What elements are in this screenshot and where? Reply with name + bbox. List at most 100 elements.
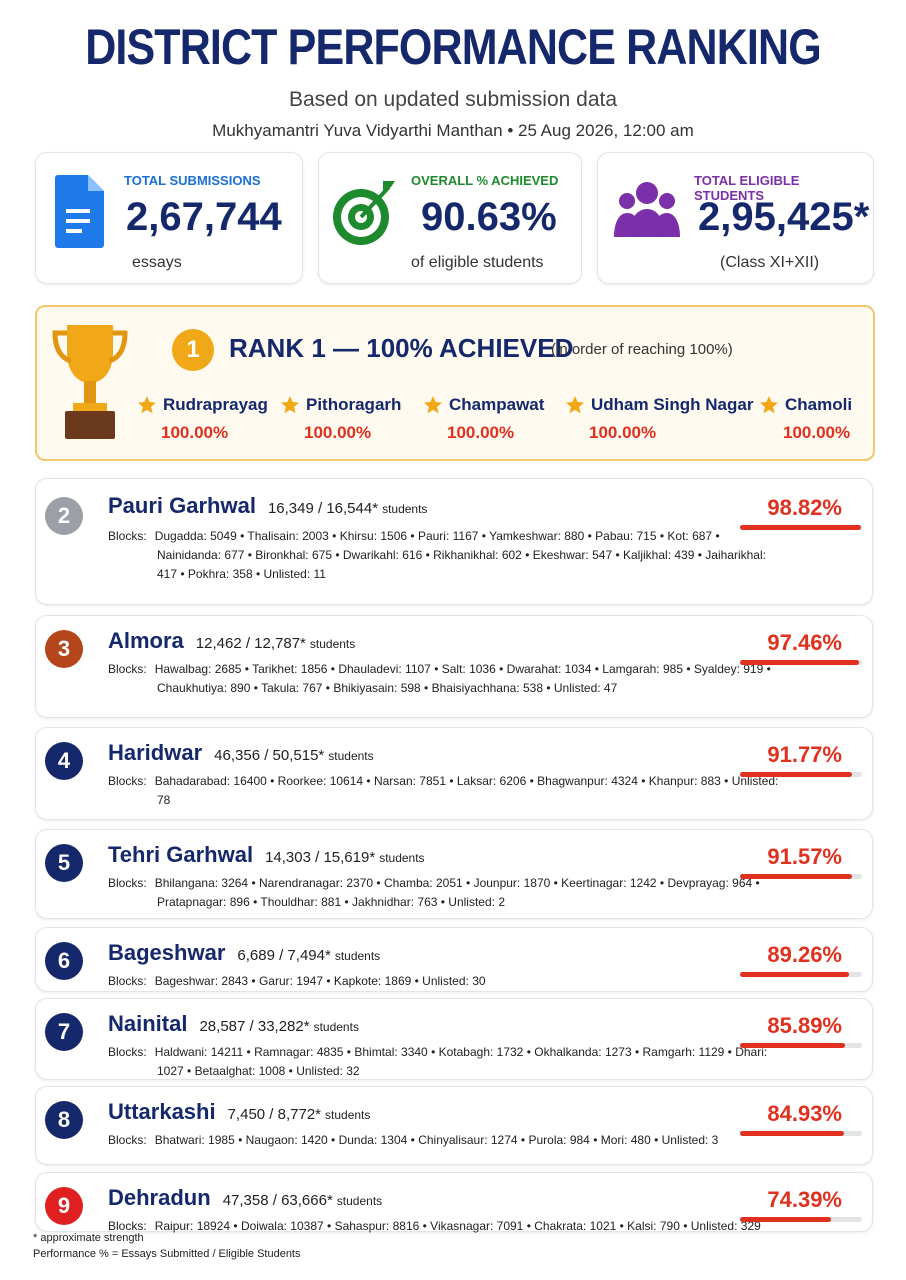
district-pct: 100.00% <box>304 423 372 442</box>
blocks-label: Blocks: <box>108 876 147 890</box>
block: Dunda: 1304 <box>328 1133 408 1147</box>
district-card: 2 Pauri Garhwal 16,349 / 16,544* students Bl… <box>35 478 873 605</box>
block: Okhalkanda: 1273 <box>523 1045 631 1059</box>
district-pct: 100.00% <box>161 423 229 442</box>
progress-bar <box>740 660 859 665</box>
block: Roorkee: 10614 <box>267 774 363 788</box>
block: Khirsu: 1506 <box>329 529 407 543</box>
district-name: Pithoragarh <box>306 395 402 414</box>
blocks: Blocks: Bhilangana: 3264Narendranagar: 23… <box>108 874 787 912</box>
block: Unlisted: 3 <box>651 1133 719 1147</box>
district-head: Uttarkashi 7,450 / 8,772* students <box>108 1099 370 1125</box>
district-pct: 91.57% <box>767 844 842 869</box>
district-count: 46,356 / 50,515* <box>214 747 325 764</box>
district-head: Nainital 28,587 / 33,282* students <box>108 1011 359 1037</box>
district-count: 12,462 / 12,787* <box>195 635 306 652</box>
district-card: 7 Nainital 28,587 / 33,282* students Blocks:… <box>35 998 873 1080</box>
district-name: Bageshwar <box>108 940 226 965</box>
block: Sahaspur: 8816 <box>324 1219 420 1233</box>
block: Ramgarh: 1129 <box>632 1045 725 1059</box>
block: Dhauladevi: 1107 <box>327 662 430 676</box>
block: Haldwani: 14211 <box>154 1045 244 1059</box>
block: Pokhra: 358 <box>177 567 253 581</box>
stat-value: 2,67,744 <box>126 195 282 239</box>
blocks-label: Blocks: <box>108 1219 147 1233</box>
district-pct: 74.39% <box>767 1187 842 1212</box>
block: Vikasnagar: 7091 <box>419 1219 523 1233</box>
progress-track <box>740 525 862 530</box>
block: Keertinagar: 1242 <box>550 876 656 890</box>
district-card: 6 Bageshwar 6,689 / 7,494* students Blocks: B… <box>35 927 873 992</box>
block: Bhikiyasain: 598 <box>322 681 420 695</box>
target-icon <box>333 181 395 245</box>
rank1-title: RANK 1 — 100% ACHIEVED <box>229 333 574 363</box>
trophy-icon <box>52 325 128 439</box>
rank-badge: 8 <box>45 1101 83 1139</box>
block: Rikhanikhal: 602 <box>422 548 522 562</box>
block: Jakhnidhar: 763 <box>341 895 437 909</box>
progress-bar <box>740 525 861 530</box>
district-card: 8 Uttarkashi 7,450 / 8,772* students Blocks:… <box>35 1086 873 1165</box>
rank-badge: 5 <box>45 844 83 882</box>
block: Unlisted: 30 <box>411 974 485 988</box>
district-count: 6,689 / 7,494* <box>237 947 331 964</box>
block: Khanpur: 883 <box>638 774 721 788</box>
block: Thalisain: 2003 <box>237 529 329 543</box>
block: Chinyalisaur: 1274 <box>407 1133 517 1147</box>
blocks-label: Blocks: <box>108 662 147 676</box>
block: Dwarahat: 1034 <box>496 662 592 676</box>
block: Yamkeshwar: 880 <box>478 529 584 543</box>
rank-badge: 1 <box>172 329 214 371</box>
district-count: 14,303 / 15,619* <box>265 849 376 866</box>
block: Narsan: 7851 <box>363 774 446 788</box>
block: Lamgarah: 985 <box>591 662 683 676</box>
blocks: Blocks: Bahadarabad: 16400Roorkee: 10614N… <box>108 772 787 810</box>
block: Jounpur: 1870 <box>463 876 551 890</box>
blocks-label: Blocks: <box>108 1045 147 1059</box>
district-name: Tehri Garhwal <box>108 842 254 867</box>
block: Bhimtal: 3340 <box>343 1045 427 1059</box>
district-pct: 100.00% <box>783 423 851 442</box>
blocks: Blocks: Bhatwari: 1985Naugaon: 1420Dunda:… <box>108 1131 787 1150</box>
progress-track <box>740 1131 862 1136</box>
subtitle: Based on updated submission data <box>288 88 618 111</box>
stat-note: of eligible students <box>411 254 544 271</box>
block: Unlisted: 329 <box>680 1219 761 1233</box>
district-count: 16,349 / 16,544* <box>267 500 379 517</box>
block: Devprayag: 964 <box>657 876 753 890</box>
blocks: Blocks: Raipur: 18924Doiwala: 10387Sahasp… <box>108 1217 787 1236</box>
district-pct: 89.26% <box>767 942 842 967</box>
block: Bahadarabad: 16400 <box>154 774 267 788</box>
block: Unlisted: 32 <box>285 1064 359 1078</box>
district-name: Haridwar <box>108 740 203 765</box>
blocks-label: Blocks: <box>108 974 147 988</box>
district-head: Tehri Garhwal 14,303 / 15,619* students <box>108 842 425 868</box>
district-head: Almora 12,462 / 12,787* students <box>108 628 355 654</box>
stat-card: TOTAL ELIGIBLE STUDENTS 2,95,425* (Class… <box>597 152 874 284</box>
block: Betaalghat: 1008 <box>184 1064 286 1078</box>
block: Raipur: 18924 <box>154 1219 231 1233</box>
block: Kalsi: 790 <box>616 1219 680 1233</box>
block: Unlisted: 2 <box>437 895 505 909</box>
block: Syaldey: 919 <box>683 662 763 676</box>
progress-bar <box>740 972 849 977</box>
block: Pabau: 715 <box>584 529 656 543</box>
block: Kapkote: 1869 <box>323 974 411 988</box>
block: Kaljikhal: 439 <box>612 548 694 562</box>
blocks: Blocks: Haldwani: 14211Ramnagar: 4835Bhim… <box>108 1043 787 1081</box>
district-name: Dehradun <box>108 1185 211 1210</box>
district-pct: 84.93% <box>767 1101 842 1126</box>
progress-track <box>740 972 862 977</box>
block: Doiwala: 10387 <box>230 1219 324 1233</box>
block: Kot: 687 <box>657 529 713 543</box>
block: Garur: 1947 <box>248 974 323 988</box>
stat-label: OVERALL % ACHIEVED <box>411 173 559 188</box>
stat-value: 90.63% <box>421 195 557 239</box>
meta: Mukhyamantri Yuva Vidyarthi Manthan • 25… <box>212 121 694 140</box>
block: Ramnagar: 4835 <box>243 1045 343 1059</box>
rank-badge: 6 <box>45 942 83 980</box>
block: Takula: 767 <box>250 681 322 695</box>
block: Bageshwar: 2843 <box>154 974 249 988</box>
star-icon <box>424 396 442 414</box>
rank1-note: (in order of reaching 100%) <box>551 341 733 358</box>
